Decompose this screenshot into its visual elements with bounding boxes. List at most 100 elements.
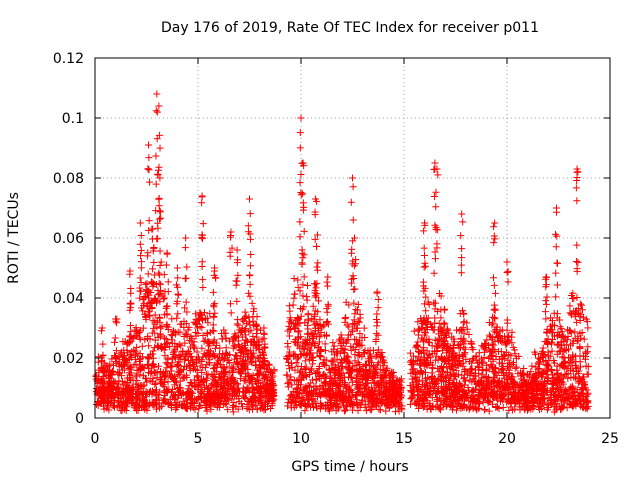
data-point (457, 395, 465, 403)
data-point (351, 310, 359, 318)
data-point (246, 346, 254, 354)
data-point (97, 400, 105, 408)
data-point (313, 349, 321, 357)
data-point (162, 261, 170, 269)
data-point (348, 373, 356, 381)
data-point (255, 369, 263, 377)
data-point (553, 350, 561, 358)
data-point (515, 352, 523, 360)
data-point (538, 373, 546, 381)
data-point (301, 407, 309, 415)
data-point (193, 372, 201, 380)
data-point (195, 383, 203, 391)
data-point (252, 361, 260, 369)
data-point (345, 359, 353, 367)
data-point (330, 345, 338, 353)
data-point (395, 407, 403, 415)
data-point (127, 285, 135, 293)
axis-ticks (94, 57, 611, 419)
data-point (116, 350, 124, 358)
data-point (210, 351, 218, 359)
data-point (168, 315, 176, 323)
data-point (354, 389, 362, 397)
data-point (349, 272, 357, 280)
data-point (562, 370, 570, 378)
data-point (342, 403, 350, 411)
data-point (385, 404, 393, 412)
data-point (411, 369, 419, 377)
data-point (244, 222, 252, 230)
data-point (292, 398, 300, 406)
data-point (508, 328, 516, 336)
data-point (547, 401, 555, 409)
data-point (292, 359, 300, 367)
data-point (381, 371, 389, 379)
data-point (173, 314, 181, 322)
data-point (246, 280, 254, 288)
data-point (235, 395, 243, 403)
data-point (573, 368, 581, 376)
data-point (240, 376, 248, 384)
data-point (433, 240, 441, 248)
y-tick-label: 0.08 (53, 171, 84, 187)
data-point (347, 397, 355, 405)
x-tick-label: 0 (91, 431, 100, 447)
data-point (351, 285, 359, 293)
data-point (168, 332, 176, 340)
data-point (206, 328, 214, 336)
data-point (297, 114, 305, 122)
data-point (413, 368, 421, 376)
data-point (246, 195, 253, 203)
data-point (218, 385, 226, 393)
data-point (218, 335, 226, 343)
data-point (162, 322, 170, 330)
data-point (486, 333, 494, 341)
data-point (297, 191, 305, 199)
data-point (299, 350, 307, 358)
data-point (396, 387, 404, 395)
data-point (106, 367, 114, 375)
data-point (95, 369, 103, 377)
data-point (350, 286, 358, 294)
data-point (307, 403, 315, 411)
data-point (190, 376, 198, 384)
data-point (367, 358, 375, 366)
data-point (498, 365, 506, 373)
data-point (174, 385, 182, 393)
data-point (354, 407, 362, 415)
data-point (223, 377, 231, 385)
x-tick-labels: 0 5 10 15 20 25 (91, 431, 619, 447)
data-point (556, 383, 564, 391)
data-point (351, 335, 359, 343)
data-point (507, 352, 515, 360)
data-point (504, 267, 512, 275)
data-point (584, 399, 592, 407)
data-point (285, 332, 293, 340)
data-point (109, 368, 117, 376)
data-point (232, 358, 240, 366)
data-point (390, 378, 398, 386)
data-point (260, 330, 268, 338)
data-point (572, 352, 580, 360)
data-point (465, 331, 473, 339)
data-point (122, 394, 130, 402)
data-point (153, 368, 161, 376)
data-point (425, 339, 433, 347)
data-point (188, 335, 196, 343)
data-point (312, 293, 320, 301)
data-point (325, 366, 333, 374)
data-point (473, 380, 481, 388)
data-point (492, 353, 500, 361)
data-point (299, 199, 307, 207)
data-point (559, 332, 567, 340)
data-point (414, 338, 422, 346)
data-point (311, 341, 319, 349)
data-point (148, 305, 156, 313)
data-point (246, 230, 254, 238)
data-point (227, 309, 235, 317)
data-point (444, 340, 452, 348)
data-point (552, 406, 560, 414)
data-point (343, 389, 351, 397)
data-point (457, 325, 465, 333)
data-point (313, 386, 321, 394)
